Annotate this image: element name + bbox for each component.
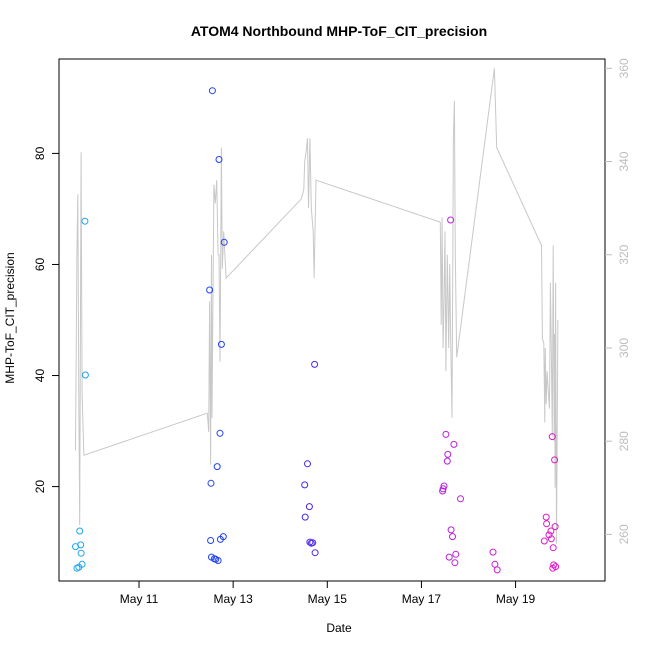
y2-tick-label: 300 [617, 338, 631, 358]
scatter-point [81, 217, 89, 225]
y-tick-label: 20 [33, 480, 47, 494]
scatter-point [208, 87, 216, 95]
scatter-point [213, 463, 221, 471]
scatter-point [214, 557, 222, 564]
series-line [75, 68, 559, 544]
scatter-point [545, 531, 553, 539]
x-axis-label: Date [326, 621, 352, 635]
scatter-point [457, 495, 464, 503]
x-tick-label: May 11 [120, 592, 159, 606]
scatter-point [452, 550, 460, 558]
scatter-point [543, 520, 551, 528]
scatter-point [77, 541, 85, 549]
scatter-point [547, 527, 555, 535]
scatter-point [220, 238, 228, 246]
scatter-point [76, 527, 84, 535]
scatter-point [206, 286, 214, 294]
scatter-point [309, 539, 317, 547]
scatter-point [447, 216, 455, 224]
y-tick-label: 80 [33, 146, 47, 160]
scatter-point [445, 553, 453, 561]
scatter-point [540, 537, 548, 545]
scatter-point [305, 503, 313, 511]
y2-tick-label: 360 [617, 58, 631, 78]
scatter-point [542, 513, 550, 521]
series-line-layer [75, 68, 559, 544]
y2-tick-label: 320 [617, 244, 631, 264]
y-tick-label: 60 [33, 257, 47, 271]
scatter-point [301, 513, 309, 521]
scatter-point [301, 481, 309, 489]
x-tick-label: May 13 [213, 592, 253, 606]
y-axis: 20 40 60 80 [33, 146, 59, 493]
scatter-point [443, 457, 451, 465]
x-tick-label: May 19 [496, 592, 536, 606]
scatter-point [207, 479, 215, 487]
scatter-point [311, 360, 319, 368]
y-axis-label: MHP-ToF_CIT_precision [3, 252, 17, 383]
scatter-point [440, 482, 448, 490]
scatter-point [552, 563, 560, 571]
x-tick-label: May 17 [402, 592, 442, 606]
scatter-point [491, 560, 499, 568]
scatter-point [450, 440, 458, 448]
scatter-point [311, 549, 319, 557]
scatter-point [81, 371, 89, 379]
scatter-point [444, 450, 452, 458]
y2-tick-label: 260 [617, 524, 631, 544]
scatter-point [493, 566, 501, 574]
scatter-point [217, 340, 225, 348]
y-tick-label: 40 [33, 369, 47, 383]
y2-tick-label: 280 [617, 431, 631, 451]
scatter-point [449, 533, 456, 541]
y2-axis: 260 280 300 320 340 360 [605, 58, 631, 544]
scatter-point [489, 548, 497, 556]
plot-area [58, 58, 606, 582]
scatter-point [451, 559, 459, 567]
scatter-point [548, 433, 556, 441]
scatter-point [306, 538, 314, 546]
scatter-point [207, 537, 215, 544]
x-axis: May 11 May 13 May 15 May 17 May 19 [120, 581, 536, 606]
scatter-point [77, 549, 85, 557]
scatter-point [442, 430, 450, 438]
scatter-point [551, 456, 559, 464]
scatter-point [550, 561, 558, 569]
scatter-point [447, 526, 455, 534]
x-tick-label: May 15 [308, 592, 348, 606]
scatter-point [215, 156, 223, 163]
scatter-point [304, 460, 311, 468]
chart-title: ATOM4 Northbound MHP-ToF_CIT_precision [191, 23, 487, 39]
scatter-point [549, 544, 557, 552]
y2-tick-label: 340 [617, 151, 631, 171]
scatter-point [216, 429, 224, 437]
scatter-point [551, 523, 559, 531]
scatter-point [219, 533, 227, 541]
scatter-points [72, 87, 560, 574]
scatter-point [547, 535, 555, 543]
scatter-point [78, 560, 86, 568]
